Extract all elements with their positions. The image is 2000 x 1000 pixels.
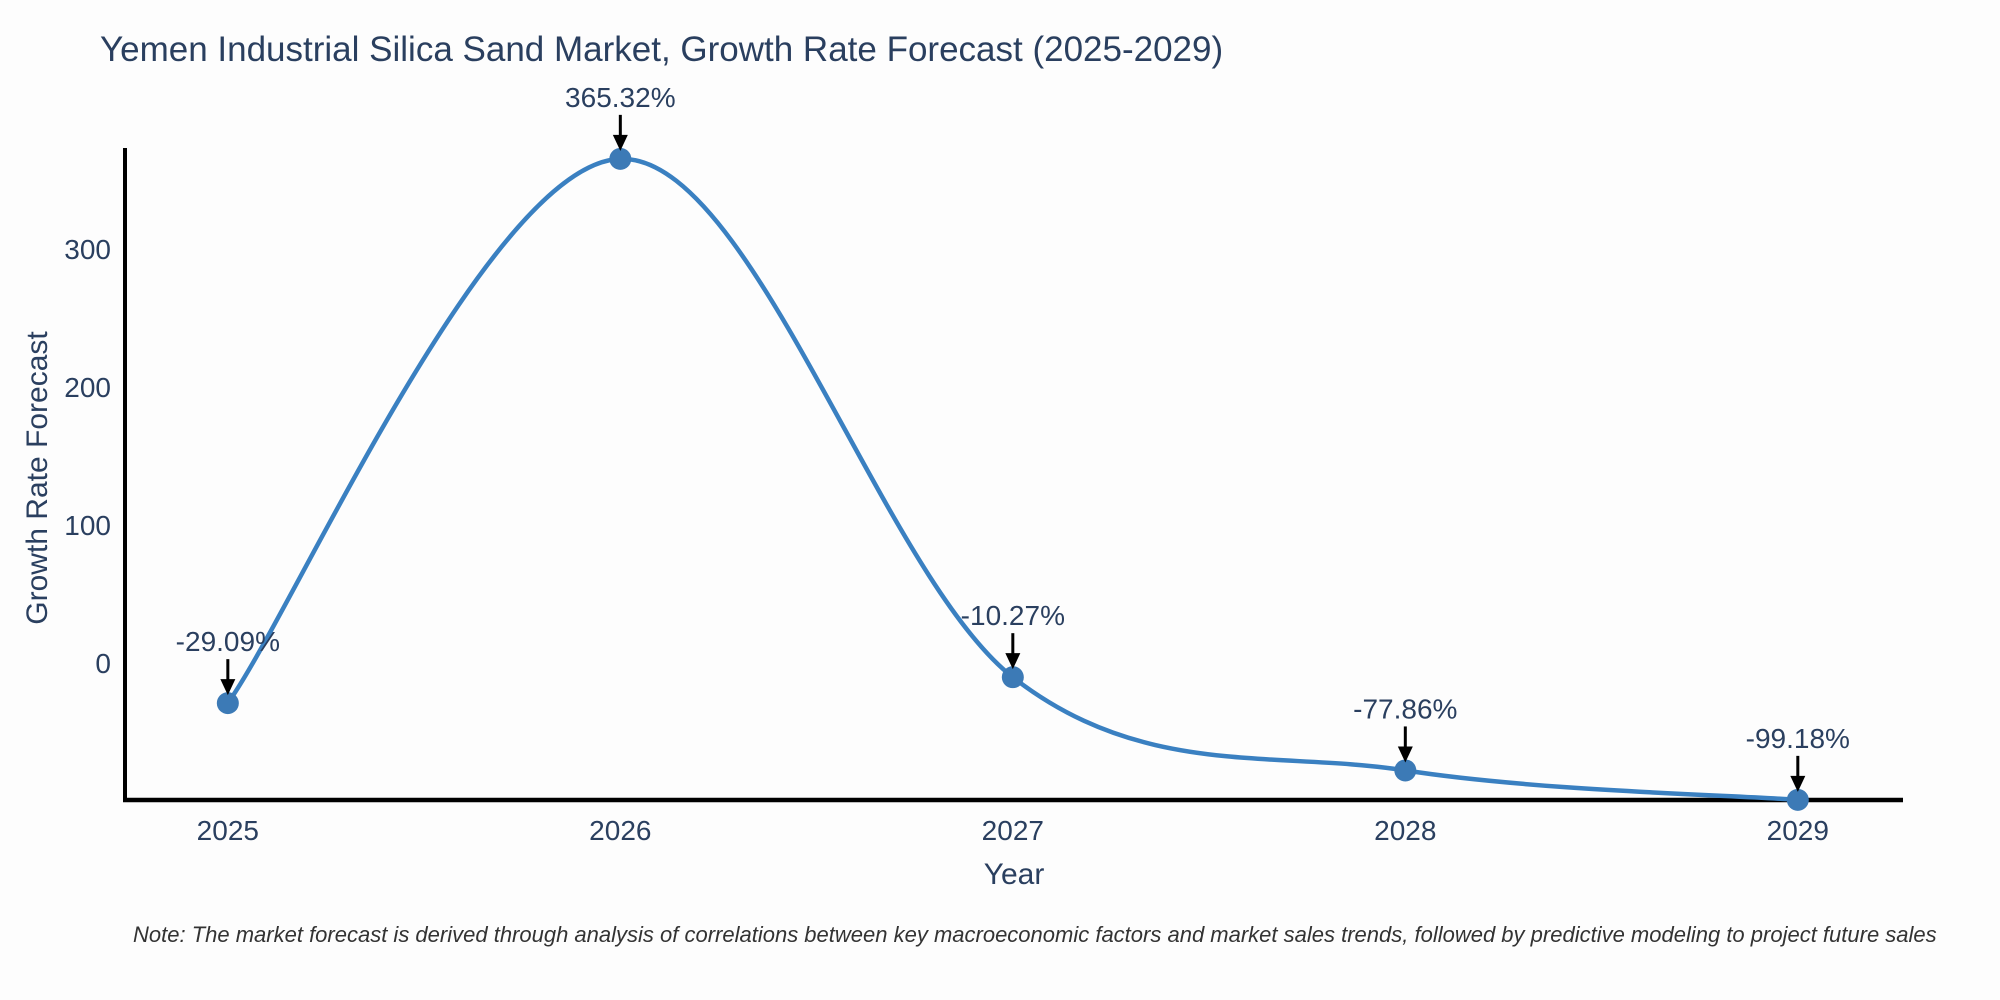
annotation-label-2025: -29.09% — [176, 626, 280, 657]
y-tick-label: 300 — [64, 234, 111, 265]
x-tick-label: 2027 — [982, 815, 1044, 846]
y-tick-label: 200 — [64, 372, 111, 403]
chart-title: Yemen Industrial Silica Sand Market, Gro… — [100, 30, 1224, 69]
y-axis-title: Growth Rate Forecast — [21, 331, 54, 625]
growth-rate-line — [225, 156, 1801, 803]
footnote: Note: The market forecast is derived thr… — [133, 922, 1937, 947]
x-tick-label: 2029 — [1767, 815, 1829, 846]
y-tick-label: 0 — [95, 648, 111, 679]
annotation-arrowhead-2027 — [1005, 653, 1021, 670]
x-axis-title: Year — [983, 858, 1045, 891]
x-tick-label: 2025 — [197, 815, 259, 846]
x-tick-label: 2028 — [1374, 815, 1436, 846]
annotation-label-2026: 365.32% — [565, 82, 676, 113]
data-point-2027[interactable] — [1001, 666, 1024, 689]
data-point-2028[interactable] — [1394, 759, 1417, 782]
annotation-label-2028: -77.86% — [1353, 693, 1457, 724]
annotation-arrowhead-2026 — [612, 134, 628, 151]
data-point-2026[interactable] — [609, 147, 632, 170]
data-point-2025[interactable] — [216, 692, 239, 715]
annotation-label-2027: -10.27% — [961, 600, 1065, 631]
x-tick-label: 2026 — [589, 815, 651, 846]
annotation-arrowhead-2029 — [1790, 775, 1806, 792]
annotation-label-2029: -99.18% — [1746, 723, 1850, 754]
annotation-arrowhead-2028 — [1397, 746, 1413, 763]
data-point-2029[interactable] — [1786, 788, 1809, 811]
annotation-arrowhead-2025 — [220, 679, 236, 696]
y-tick-label: 100 — [64, 510, 111, 541]
